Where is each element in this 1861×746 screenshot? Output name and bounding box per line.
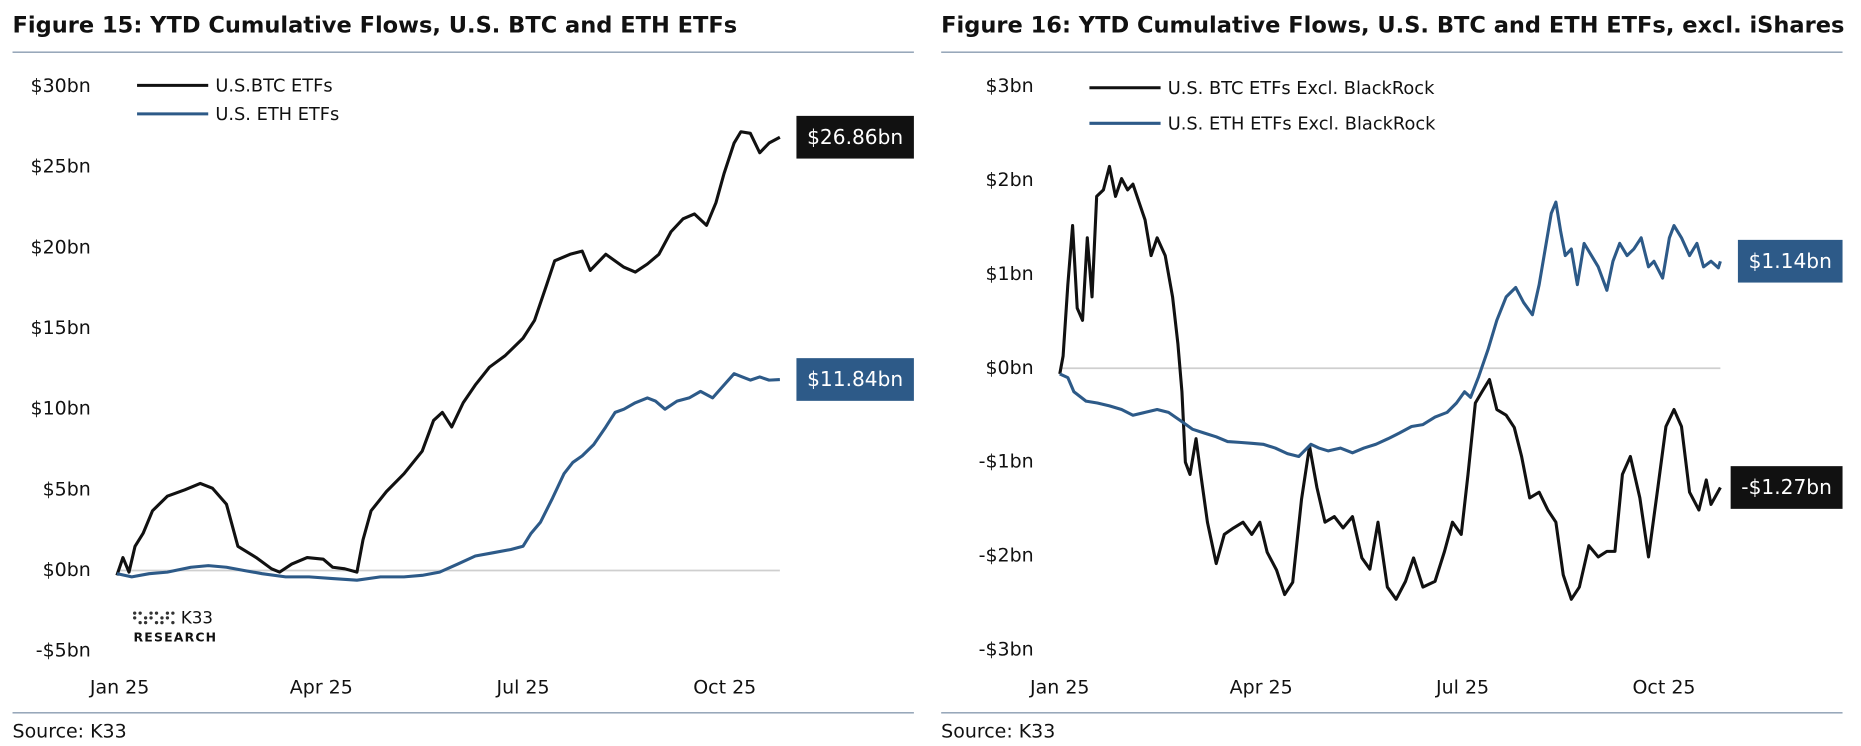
x-tick-label: Jul 25 (1435, 676, 1489, 698)
x-tick-label: Jan 25 (1029, 676, 1089, 698)
logo-dot (143, 620, 148, 625)
end-label: -$1.27bn (1730, 466, 1843, 509)
y-tick-label: $25bn (31, 156, 91, 178)
end-label-text: -$1.27bn (1741, 475, 1832, 499)
logo-dot (154, 611, 159, 615)
y-tick-label: -$2bn (979, 545, 1034, 567)
x-tick-label: Apr 25 (1230, 676, 1293, 698)
logo-dot (133, 616, 137, 620)
end-label-box (1730, 466, 1843, 509)
y-tick-label: $30bn (31, 75, 91, 97)
y-tick-label: $5bn (43, 478, 91, 500)
y-tick-label: $15bn (31, 317, 91, 339)
end-label-text: $11.84bn (807, 367, 903, 391)
x-tick-label: Apr 25 (290, 676, 353, 698)
logo-dot (138, 620, 142, 625)
y-tick-label: $0bn (43, 559, 91, 581)
y-tick-label: $1bn (985, 263, 1033, 285)
y-tick-label: -$1bn (979, 451, 1034, 473)
series-line (1058, 164, 1722, 601)
logo-dot (149, 616, 153, 620)
x-tick-label: Jul 25 (495, 676, 549, 698)
y-tick-label: -$5bn (36, 640, 91, 662)
logo-dot (165, 616, 170, 620)
end-label-box (796, 115, 914, 159)
y-tick-label: $10bn (31, 398, 91, 420)
logo-sub: RESEARCH (134, 630, 218, 645)
source: Source: K33 (13, 720, 127, 742)
logo-dot (133, 611, 137, 615)
logo-dot (138, 611, 142, 615)
y-tick-label: $2bn (985, 169, 1033, 191)
end-label: $1.14bn (1737, 239, 1843, 283)
x-tick-label: Jan 25 (89, 676, 149, 698)
chart-title: Figure 15: YTD Cumulative Flows, U.S. BT… (13, 13, 738, 39)
logo-dot (160, 616, 164, 620)
logo-name: K33 (181, 609, 213, 628)
source: Source: K33 (941, 720, 1055, 742)
logo-dot (160, 620, 164, 625)
logo-dot (171, 620, 175, 625)
x-tick-label: Oct 25 (693, 676, 756, 698)
legend-label: U.S. BTC ETFs Excl. BlackRock (1168, 78, 1435, 99)
y-tick-label: $20bn (31, 236, 91, 258)
y-tick-label: $0bn (985, 357, 1033, 379)
end-label-text: $1.14bn (1749, 249, 1832, 273)
logo-dot (171, 611, 175, 615)
chart-title: Figure 16: YTD Cumulative Flows, U.S. BT… (941, 13, 1844, 39)
end-label: $26.86bn (796, 115, 914, 159)
logo-dot (154, 620, 159, 625)
end-label-text: $26.86bn (807, 125, 903, 149)
legend-label: U.S. ETH ETFs (215, 104, 339, 125)
logo-dot (143, 616, 148, 620)
series-line (1059, 200, 1722, 459)
y-tick-label: -$3bn (979, 638, 1034, 660)
series-line (115, 130, 781, 576)
x-tick-label: Oct 25 (1633, 676, 1696, 698)
logo-dot (165, 611, 170, 615)
logo-dot (149, 611, 153, 615)
series-line (116, 372, 780, 582)
end-label-box (796, 358, 914, 401)
legend-label: U.S.BTC ETFs (215, 76, 332, 97)
legend-label: U.S. ETH ETFs Excl. BlackRock (1168, 114, 1436, 135)
y-tick-label: $3bn (985, 75, 1033, 97)
end-label: $11.84bn (796, 358, 914, 401)
end-label-box (1737, 239, 1843, 283)
